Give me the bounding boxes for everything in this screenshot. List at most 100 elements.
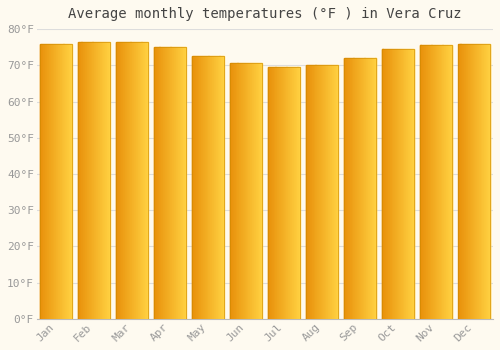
- Bar: [398, 49, 400, 319]
- Bar: [402, 49, 403, 319]
- Bar: [348, 58, 349, 319]
- Bar: [358, 58, 360, 319]
- Bar: [330, 65, 331, 319]
- Bar: [408, 49, 409, 319]
- Bar: [370, 58, 371, 319]
- Bar: [472, 43, 474, 319]
- Bar: [90, 42, 91, 319]
- Bar: [170, 47, 171, 319]
- Bar: [277, 67, 278, 319]
- Bar: [154, 47, 155, 319]
- Bar: [66, 43, 68, 319]
- Bar: [344, 58, 345, 319]
- Bar: [66, 43, 67, 319]
- Bar: [289, 67, 290, 319]
- Bar: [404, 49, 405, 319]
- Bar: [292, 67, 293, 319]
- Bar: [178, 47, 179, 319]
- Bar: [412, 49, 413, 319]
- Title: Average monthly temperatures (°F ) in Vera Cruz: Average monthly temperatures (°F ) in Ve…: [68, 7, 462, 21]
- Bar: [383, 49, 384, 319]
- Bar: [476, 43, 478, 319]
- Bar: [467, 43, 468, 319]
- Bar: [102, 42, 103, 319]
- Bar: [317, 65, 318, 319]
- Bar: [424, 46, 425, 319]
- Bar: [422, 46, 423, 319]
- Bar: [260, 63, 262, 319]
- Bar: [249, 63, 250, 319]
- Bar: [484, 43, 485, 319]
- Bar: [131, 42, 132, 319]
- Bar: [192, 56, 224, 319]
- Bar: [212, 56, 213, 319]
- Bar: [420, 46, 421, 319]
- Bar: [488, 43, 489, 319]
- Bar: [299, 67, 300, 319]
- Bar: [129, 42, 130, 319]
- Bar: [174, 47, 175, 319]
- Bar: [61, 43, 62, 319]
- Bar: [481, 43, 482, 319]
- Bar: [276, 67, 277, 319]
- Bar: [347, 58, 348, 319]
- Bar: [327, 65, 328, 319]
- Bar: [233, 63, 234, 319]
- Bar: [184, 47, 186, 319]
- Bar: [391, 49, 392, 319]
- Bar: [295, 67, 296, 319]
- Bar: [478, 43, 480, 319]
- Bar: [388, 49, 389, 319]
- Bar: [142, 42, 143, 319]
- Bar: [382, 49, 414, 319]
- Bar: [351, 58, 352, 319]
- Bar: [248, 63, 249, 319]
- Bar: [293, 67, 294, 319]
- Bar: [119, 42, 120, 319]
- Bar: [313, 65, 314, 319]
- Bar: [393, 49, 394, 319]
- Bar: [294, 67, 295, 319]
- Bar: [222, 56, 223, 319]
- Bar: [462, 43, 463, 319]
- Bar: [93, 42, 94, 319]
- Bar: [231, 63, 232, 319]
- Bar: [134, 42, 135, 319]
- Bar: [311, 65, 312, 319]
- Bar: [268, 67, 300, 319]
- Bar: [197, 56, 198, 319]
- Bar: [181, 47, 182, 319]
- Bar: [323, 65, 324, 319]
- Bar: [118, 42, 119, 319]
- Bar: [468, 43, 469, 319]
- Bar: [286, 67, 287, 319]
- Bar: [121, 42, 122, 319]
- Bar: [480, 43, 481, 319]
- Bar: [160, 47, 161, 319]
- Bar: [106, 42, 108, 319]
- Bar: [272, 67, 273, 319]
- Bar: [156, 47, 157, 319]
- Bar: [443, 46, 444, 319]
- Bar: [88, 42, 90, 319]
- Bar: [200, 56, 202, 319]
- Bar: [268, 67, 269, 319]
- Bar: [48, 43, 50, 319]
- Bar: [159, 47, 160, 319]
- Bar: [98, 42, 99, 319]
- Bar: [438, 46, 440, 319]
- Bar: [63, 43, 64, 319]
- Bar: [204, 56, 206, 319]
- Bar: [84, 42, 86, 319]
- Bar: [246, 63, 247, 319]
- Bar: [297, 67, 298, 319]
- Bar: [146, 42, 148, 319]
- Bar: [122, 42, 124, 319]
- Bar: [143, 42, 144, 319]
- Bar: [450, 46, 451, 319]
- Bar: [471, 43, 472, 319]
- Bar: [426, 46, 427, 319]
- Bar: [278, 67, 279, 319]
- Bar: [220, 56, 221, 319]
- Bar: [326, 65, 327, 319]
